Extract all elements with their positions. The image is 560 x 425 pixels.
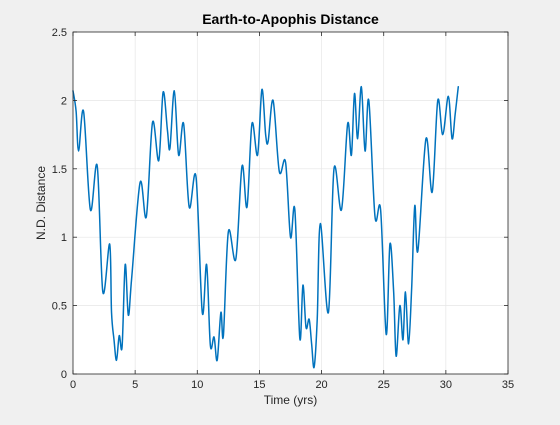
y-axis-ticks: 0 0.5 1 1.5 2 2.5 bbox=[52, 27, 508, 381]
x-tick-label: 5 bbox=[132, 379, 138, 391]
series-line bbox=[72, 85, 460, 369]
x-axis-ticks: 0 5 10 15 20 25 30 35 bbox=[70, 32, 514, 391]
x-tick-label: 25 bbox=[378, 379, 390, 391]
chart-title: Earth-to-Apophis Distance bbox=[202, 11, 379, 27]
x-tick-label: 35 bbox=[502, 379, 514, 391]
x-axis-label: Time (yrs) bbox=[264, 393, 318, 407]
axes-box bbox=[72, 31, 509, 375]
y-tick-label: 2 bbox=[61, 95, 67, 107]
y-tick-label: 0 bbox=[61, 369, 67, 381]
x-tick-label: 20 bbox=[315, 379, 327, 391]
y-tick-label: 1 bbox=[61, 232, 67, 244]
y-tick-label: 1.5 bbox=[52, 164, 67, 176]
plot-area bbox=[73, 32, 508, 374]
y-axis-label: N.D. Distance bbox=[34, 166, 48, 240]
x-tick-label: 15 bbox=[253, 379, 265, 391]
x-tick-label: 10 bbox=[191, 379, 203, 391]
x-tick-label: 30 bbox=[440, 379, 452, 391]
x-tick-label: 0 bbox=[70, 379, 76, 391]
y-tick-label: 2.5 bbox=[52, 27, 67, 39]
y-tick-label: 0.5 bbox=[52, 301, 67, 313]
